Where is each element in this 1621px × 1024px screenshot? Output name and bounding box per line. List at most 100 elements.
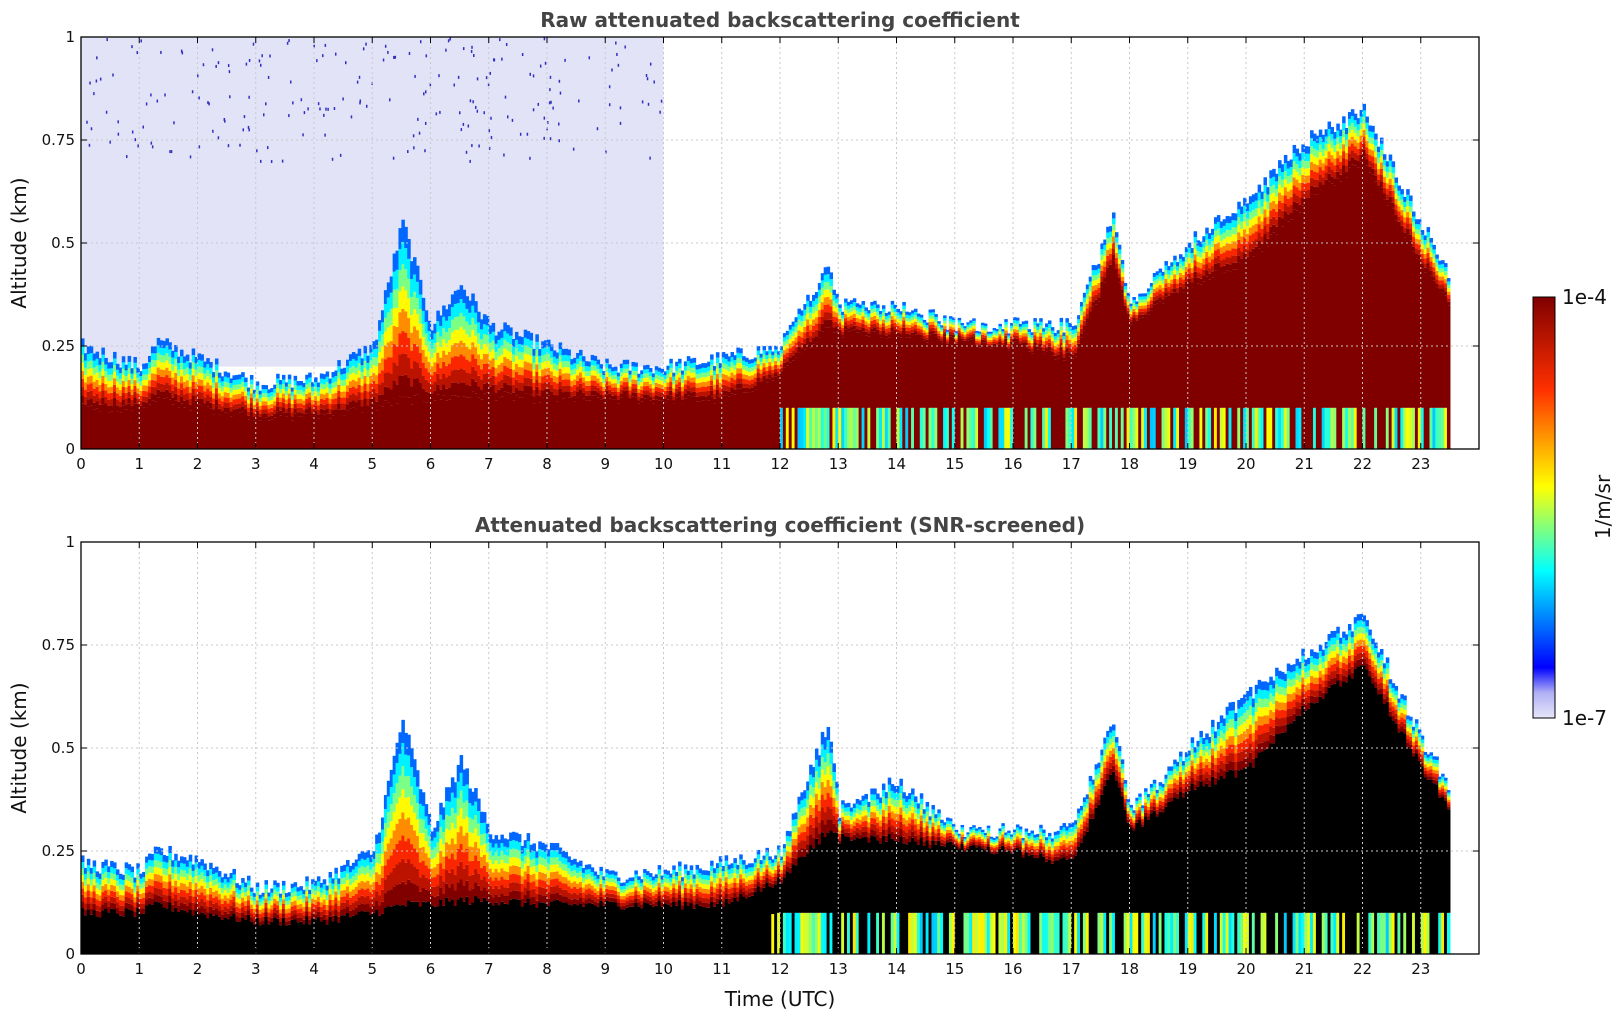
x-tick-label: 9 [600,455,610,473]
noise-speckle [530,73,532,76]
signal-cell [1432,249,1436,253]
x-tick-label: 19 [1178,455,1197,473]
signal-cell [943,326,947,329]
signal-cell [998,326,1002,329]
noise-speckle [545,62,547,65]
noise-speckle [261,54,263,57]
signal-cell [1406,189,1410,195]
signal-cell [1421,230,1425,235]
noise-speckle [611,68,613,71]
signal-cell [891,301,895,305]
signal-cell [1432,245,1436,249]
x-tick-label: 15 [945,455,964,473]
noise-speckle [573,148,575,151]
signal-cell [131,872,135,877]
noise-speckle [228,64,230,67]
signal-cell [530,333,534,341]
signal-cell [923,320,927,323]
noise-speckle [318,102,320,105]
signal-cell [256,386,260,390]
signal-cell [1188,243,1192,248]
signal-cell [902,302,906,306]
noise-speckle [489,129,491,132]
signal-cell [133,357,137,363]
signal-cell [1427,232,1431,237]
signal-cell [314,377,318,382]
signal-cell [1363,104,1367,111]
signal-cell [1121,277,1125,281]
signal-cell [1112,212,1116,218]
signal-cell [972,323,976,326]
signal-cell [264,385,268,389]
noise-speckle [86,121,88,124]
noise-speckle [198,96,200,99]
signal-cell [579,350,583,356]
noise-speckle [438,74,440,77]
signal-cell [474,301,478,313]
noise-speckle [324,134,326,137]
x-tick-label: 5 [367,455,377,473]
signal-cell [200,354,204,360]
signal-cell [599,364,603,368]
signal-cell [122,356,126,362]
signal-cell [739,348,743,353]
signal-cell [128,362,132,368]
signal-cell [1004,325,1008,328]
signal-cell [1400,189,1404,194]
signal-cell [1124,283,1128,286]
signal-cell [250,375,254,380]
signal-cell [1016,321,1020,324]
noise-speckle [419,132,421,135]
signal-cell [634,362,638,366]
noise-speckle [319,107,321,110]
noise-speckle [335,53,337,56]
signal-cell [1444,267,1448,271]
noise-speckle [91,127,93,130]
noise-speckle [468,125,470,128]
noise-speckle [146,102,148,105]
x-tick-label: 2 [193,455,203,473]
noise-speckle [503,154,505,157]
signal-cell [1124,286,1128,289]
noise-speckle [96,56,98,59]
signal-cell [931,309,935,312]
noise-speckle [164,93,166,96]
signal-cell [1004,330,1008,333]
signal-cell [934,314,938,317]
noise-speckle [385,45,387,48]
noise-speckle [615,42,617,45]
signal-cell [113,352,117,359]
noise-speckle [466,151,468,154]
panel-title: Raw attenuated backscattering coefficien… [540,8,1020,32]
noise-speckle [661,100,663,103]
signal-cell [160,848,164,855]
signal-cell [1380,138,1384,144]
signal-cell [943,318,947,321]
noise-speckle [302,133,304,136]
signal-cell [716,358,720,363]
signal-cell [934,317,938,320]
noise-speckle [533,108,535,111]
noise-speckle [357,81,359,84]
signal-cell [1033,318,1037,321]
x-tick-label: 23 [1411,455,1430,473]
signal-cell [1065,318,1069,322]
noise-speckle [160,51,162,54]
x-tick-label: 1 [134,455,144,473]
panel-title: Attenuated backscattering coefficient (S… [475,513,1085,537]
signal-cell [873,301,877,305]
noise-speckle [340,154,342,157]
y-tick-label: 1 [65,28,75,46]
signal-cell [958,320,962,322]
signal-cell [1217,215,1221,222]
signal-cell [1004,322,1008,325]
noise-speckle [423,92,425,95]
y-tick-label: 0 [65,440,75,458]
signal-cell [93,860,97,866]
noise-speckle [540,65,542,68]
signal-cell [757,346,761,350]
signal-cell [288,379,292,384]
noise-speckle [470,99,472,102]
noise-speckle [620,106,622,109]
noise-speckle [360,99,362,102]
